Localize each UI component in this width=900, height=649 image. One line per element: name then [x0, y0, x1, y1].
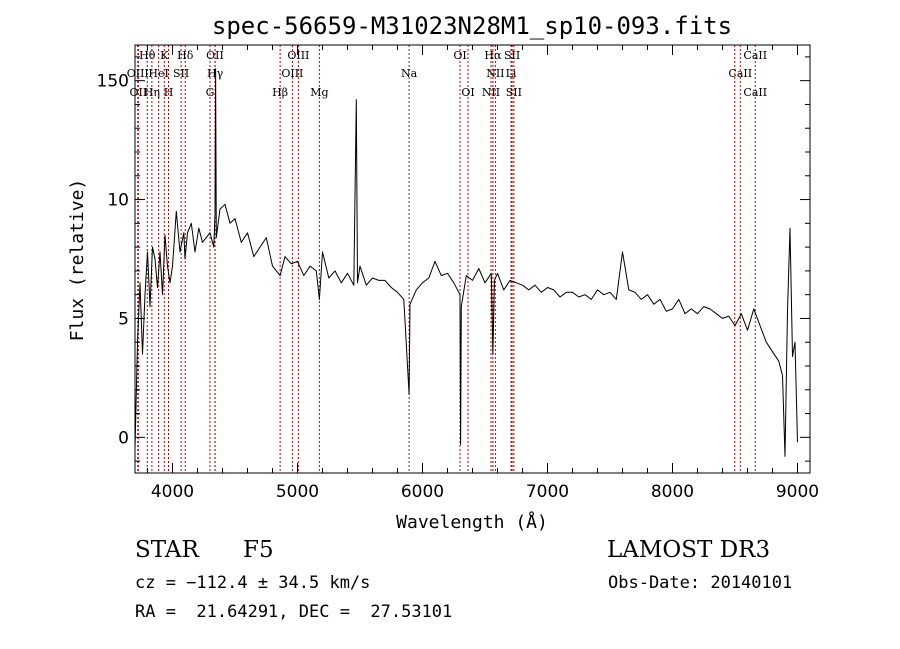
survey-name: LAMOST DR3	[607, 537, 771, 563]
object-subclass: F5	[243, 537, 274, 563]
spectral-line-label: CaII	[728, 67, 752, 80]
y-tick-label: 0	[118, 428, 129, 448]
plot-frame	[134, 44, 811, 474]
spectral-line-label: Hθ	[139, 49, 156, 62]
spectral-line-label: HeI	[148, 67, 168, 80]
x-tick-label: 7000	[526, 482, 569, 502]
spectral-line-label: OII	[206, 49, 224, 62]
x-tick-label: 8000	[651, 482, 694, 502]
spectral-line-label: G	[206, 86, 215, 99]
object-class: STAR	[135, 537, 199, 563]
observation-date: Obs-Date: 20140101	[608, 573, 793, 593]
spectral-line-label: Li	[506, 67, 517, 80]
spectral-line-label: OIII	[127, 67, 149, 80]
spectral-line-label: OIII	[287, 49, 309, 62]
spectral-line-label: Hα	[484, 49, 502, 62]
x-tick-label: 6000	[401, 482, 444, 502]
spectral-line-label: K	[160, 49, 169, 62]
spectral-line-label: Mg	[310, 86, 328, 99]
redshift-cz: cz = −112.4 ± 34.5 km/s	[135, 573, 371, 593]
spectral-line-label: H	[164, 86, 174, 99]
spectral-line-label: SII	[173, 67, 189, 80]
spectrum-series-line	[134, 68, 798, 457]
spectral-line-label: SII	[506, 86, 522, 99]
spectral-line-label: OI	[461, 86, 474, 99]
spectral-line-label: CaII	[743, 49, 767, 62]
sky-coordinates: RA = 21.64291, DEC = 27.53101	[135, 602, 453, 622]
spectral-line-label: OIII	[281, 67, 303, 80]
spectral-line-label: NII	[482, 86, 500, 99]
x-tick-label: 4000	[151, 482, 194, 502]
x-tick-label: 5000	[276, 482, 319, 502]
spectral-line-label: OII	[130, 86, 148, 99]
spectral-line-label: OI	[453, 49, 466, 62]
chart-title: spec-56659-M31023N28M1_sp10-093.fits	[212, 12, 732, 40]
tick-layer: 4000 5000 6000 7000 8000 9000 0 5 10 150	[97, 45, 819, 502]
y-tick-label: 5	[118, 309, 129, 329]
spectrum-chart: spec-56659-M31023N28M1_sp10-093.fits Wav…	[67, 12, 819, 533]
spectral-line-label: SII	[504, 49, 520, 62]
x-tick-label: 9000	[776, 482, 819, 502]
spectral-line-label: Hδ	[177, 49, 194, 62]
y-tick-label: 10	[107, 191, 129, 211]
spectral-line-label: CaII	[743, 86, 767, 99]
spectral-line-label: Na	[401, 67, 418, 80]
series-layer	[134, 68, 798, 457]
x-axis-label: Wavelength (Å)	[396, 511, 548, 533]
y-tick-label: 150	[97, 72, 129, 92]
spectral-line-label: Hη	[144, 86, 160, 99]
spectral-line-label: NII	[486, 67, 504, 80]
line-marker-layer	[137, 45, 756, 473]
spectral-line-label: Hβ	[272, 86, 288, 99]
y-axis-label: Flux (relative)	[67, 179, 88, 342]
